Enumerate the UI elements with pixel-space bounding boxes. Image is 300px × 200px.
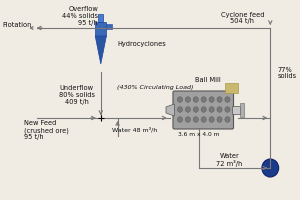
Circle shape (185, 117, 190, 122)
Circle shape (225, 117, 230, 122)
Text: Water 48 m³/h: Water 48 m³/h (112, 127, 157, 133)
Circle shape (201, 97, 206, 102)
Text: Water
72 m³/h: Water 72 m³/h (216, 153, 242, 167)
Circle shape (185, 107, 190, 112)
Circle shape (177, 117, 183, 122)
Circle shape (193, 117, 198, 122)
Circle shape (262, 159, 279, 177)
Text: Flotation: Flotation (2, 22, 32, 28)
Polygon shape (95, 36, 106, 64)
Bar (240, 103, 244, 117)
Text: Hydrocyclones: Hydrocyclones (118, 41, 166, 47)
Circle shape (177, 107, 183, 112)
Circle shape (177, 97, 183, 102)
Circle shape (209, 107, 214, 112)
Circle shape (209, 97, 214, 102)
Bar (98, 14, 103, 22)
Text: Cyclone feed
504 t/h: Cyclone feed 504 t/h (220, 11, 264, 24)
Text: Ball Mill: Ball Mill (195, 77, 221, 84)
Text: (430% Circulating Load): (430% Circulating Load) (117, 86, 193, 90)
FancyBboxPatch shape (173, 91, 233, 129)
Polygon shape (166, 104, 174, 116)
Circle shape (193, 97, 198, 102)
Text: Overflow
44% solids
95 t/h: Overflow 44% solids 95 t/h (62, 6, 98, 26)
Circle shape (225, 97, 230, 102)
Circle shape (217, 97, 222, 102)
Bar (232, 106, 240, 114)
Circle shape (185, 97, 190, 102)
Text: Underflow
80% solids
409 t/h: Underflow 80% solids 409 t/h (58, 85, 94, 105)
Bar (95, 22, 106, 36)
Circle shape (201, 107, 206, 112)
Circle shape (193, 107, 198, 112)
Circle shape (217, 107, 222, 112)
Text: New Feed
(crushed ore)
95 t/h: New Feed (crushed ore) 95 t/h (24, 120, 69, 140)
Text: 3.6 m x 4.0 m: 3.6 m x 4.0 m (178, 132, 219, 138)
Circle shape (217, 117, 222, 122)
Circle shape (201, 117, 206, 122)
Bar (225, 82, 238, 92)
Text: 77%
solids: 77% solids (278, 66, 297, 79)
Circle shape (225, 107, 230, 112)
Circle shape (209, 117, 214, 122)
Bar (106, 24, 112, 29)
